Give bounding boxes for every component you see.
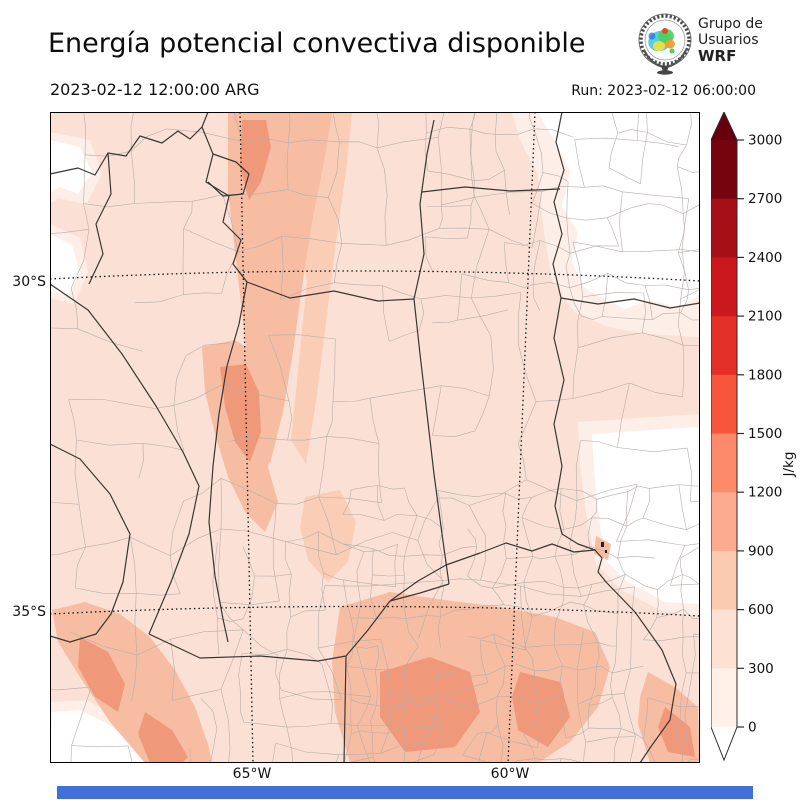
logo-line-1: Grupo de xyxy=(698,16,763,32)
lon-label-60w: 60°W xyxy=(490,766,530,782)
globe-emblem-icon xyxy=(638,13,692,75)
logo-text: Grupo de Usuarios WRF xyxy=(698,16,763,64)
svg-text:300: 300 xyxy=(748,661,774,677)
svg-text:0: 0 xyxy=(748,720,757,736)
svg-text:J/kg: J/kg xyxy=(781,452,797,478)
cape-fill-900-1200 xyxy=(78,120,695,763)
cape-map xyxy=(50,112,700,763)
graticule-lines xyxy=(50,112,700,763)
map-frame xyxy=(50,112,700,763)
page-title: Energía potencial convectiva disponible xyxy=(48,28,586,59)
colorbar: 3000 2700 2400 2100 1800 1500 1200 900 600 300 0 J/… xyxy=(710,110,800,772)
svg-text:3000: 3000 xyxy=(748,133,782,149)
department-boundaries xyxy=(50,112,700,763)
wrf-users-group-logo xyxy=(636,10,796,76)
valid-time-label: 2023-02-12 12:00:00 ARG xyxy=(50,80,260,99)
svg-text:1200: 1200 xyxy=(748,485,782,501)
city-marks xyxy=(601,542,607,553)
svg-text:2100: 2100 xyxy=(748,309,782,325)
lat-label-35s: 35°S xyxy=(12,604,46,620)
svg-text:1500: 1500 xyxy=(748,426,782,442)
svg-text:1800: 1800 xyxy=(748,367,782,383)
meridian-60w xyxy=(507,112,536,763)
footer-bar xyxy=(57,786,753,799)
lat-label-30s: 30°S xyxy=(12,274,46,290)
meridian-65w xyxy=(239,112,254,763)
logo-line-2: Usuarios xyxy=(698,32,759,48)
map-canvas xyxy=(50,112,700,763)
run-time-label: Run: 2023-02-12 06:00:00 xyxy=(571,83,756,99)
parallel-35s xyxy=(50,605,700,617)
parallel-30s xyxy=(50,270,700,282)
svg-text:900: 900 xyxy=(748,543,774,559)
logo-line-3: WRF xyxy=(698,47,737,65)
province-boundaries xyxy=(50,112,700,763)
svg-text:600: 600 xyxy=(748,602,774,618)
svg-text:2400: 2400 xyxy=(748,250,782,266)
colorbar-svg: 30002700240021001800150012009006003000J/… xyxy=(710,110,797,762)
lon-label-65w: 65°W xyxy=(232,766,272,782)
svg-text:2700: 2700 xyxy=(748,191,782,207)
